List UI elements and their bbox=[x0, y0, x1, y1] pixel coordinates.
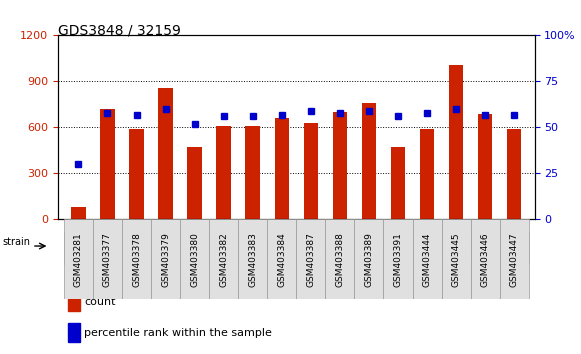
FancyBboxPatch shape bbox=[64, 219, 93, 299]
Text: GSM403445: GSM403445 bbox=[451, 232, 461, 287]
Bar bbox=[217, 126, 231, 219]
Bar bbox=[449, 64, 464, 219]
FancyBboxPatch shape bbox=[354, 219, 383, 299]
FancyBboxPatch shape bbox=[209, 219, 238, 299]
Bar bbox=[67, 323, 80, 342]
FancyBboxPatch shape bbox=[325, 219, 354, 299]
Bar bbox=[391, 147, 406, 219]
FancyBboxPatch shape bbox=[180, 232, 296, 264]
Text: count: count bbox=[84, 297, 116, 307]
Text: strain: strain bbox=[3, 238, 31, 247]
FancyBboxPatch shape bbox=[296, 219, 325, 299]
FancyBboxPatch shape bbox=[151, 219, 180, 299]
Text: GSM403446: GSM403446 bbox=[480, 232, 490, 287]
Text: GDS3848 / 32159: GDS3848 / 32159 bbox=[58, 23, 181, 37]
FancyBboxPatch shape bbox=[267, 219, 296, 299]
Bar bbox=[67, 292, 80, 311]
Text: GSM403383: GSM403383 bbox=[248, 232, 257, 287]
FancyBboxPatch shape bbox=[471, 219, 500, 299]
Text: R. prowazekii Evir: R. prowazekii Evir bbox=[311, 243, 397, 253]
Bar bbox=[100, 109, 115, 219]
Text: GSM403387: GSM403387 bbox=[306, 232, 315, 287]
Text: GSM403447: GSM403447 bbox=[510, 232, 519, 287]
Bar bbox=[187, 147, 202, 219]
Text: R. prowazekii Rp22: R. prowazekii Rp22 bbox=[192, 243, 285, 253]
Text: R. prowazekii Erus: R. prowazekii Erus bbox=[426, 243, 515, 253]
FancyBboxPatch shape bbox=[442, 219, 471, 299]
Text: GSM403377: GSM403377 bbox=[103, 232, 112, 287]
Bar bbox=[507, 129, 522, 219]
FancyBboxPatch shape bbox=[64, 232, 180, 264]
FancyBboxPatch shape bbox=[93, 219, 122, 299]
FancyBboxPatch shape bbox=[413, 219, 442, 299]
Text: GSM403384: GSM403384 bbox=[277, 232, 286, 287]
Bar bbox=[158, 87, 173, 219]
Text: GSM403388: GSM403388 bbox=[335, 232, 345, 287]
Text: GSM403391: GSM403391 bbox=[393, 232, 403, 287]
Bar bbox=[478, 114, 493, 219]
Text: control, uninfected: control, uninfected bbox=[76, 243, 168, 253]
Text: GSM403379: GSM403379 bbox=[161, 232, 170, 287]
Text: GSM403389: GSM403389 bbox=[364, 232, 374, 287]
Bar bbox=[420, 129, 435, 219]
Bar bbox=[361, 103, 376, 219]
Text: GSM403382: GSM403382 bbox=[219, 232, 228, 287]
Bar bbox=[130, 129, 144, 219]
Text: GSM403281: GSM403281 bbox=[74, 232, 83, 287]
Bar bbox=[71, 207, 86, 219]
Bar bbox=[275, 118, 289, 219]
Bar bbox=[332, 112, 347, 219]
Text: GSM403378: GSM403378 bbox=[132, 232, 141, 287]
FancyBboxPatch shape bbox=[122, 219, 151, 299]
Text: GSM403444: GSM403444 bbox=[422, 232, 432, 286]
FancyBboxPatch shape bbox=[296, 232, 413, 264]
FancyBboxPatch shape bbox=[500, 219, 529, 299]
FancyBboxPatch shape bbox=[383, 219, 413, 299]
Text: GSM403380: GSM403380 bbox=[190, 232, 199, 287]
FancyBboxPatch shape bbox=[413, 232, 529, 264]
FancyBboxPatch shape bbox=[238, 219, 267, 299]
Bar bbox=[303, 123, 318, 219]
Bar bbox=[245, 126, 260, 219]
Text: percentile rank within the sample: percentile rank within the sample bbox=[84, 328, 272, 338]
FancyBboxPatch shape bbox=[180, 219, 209, 299]
